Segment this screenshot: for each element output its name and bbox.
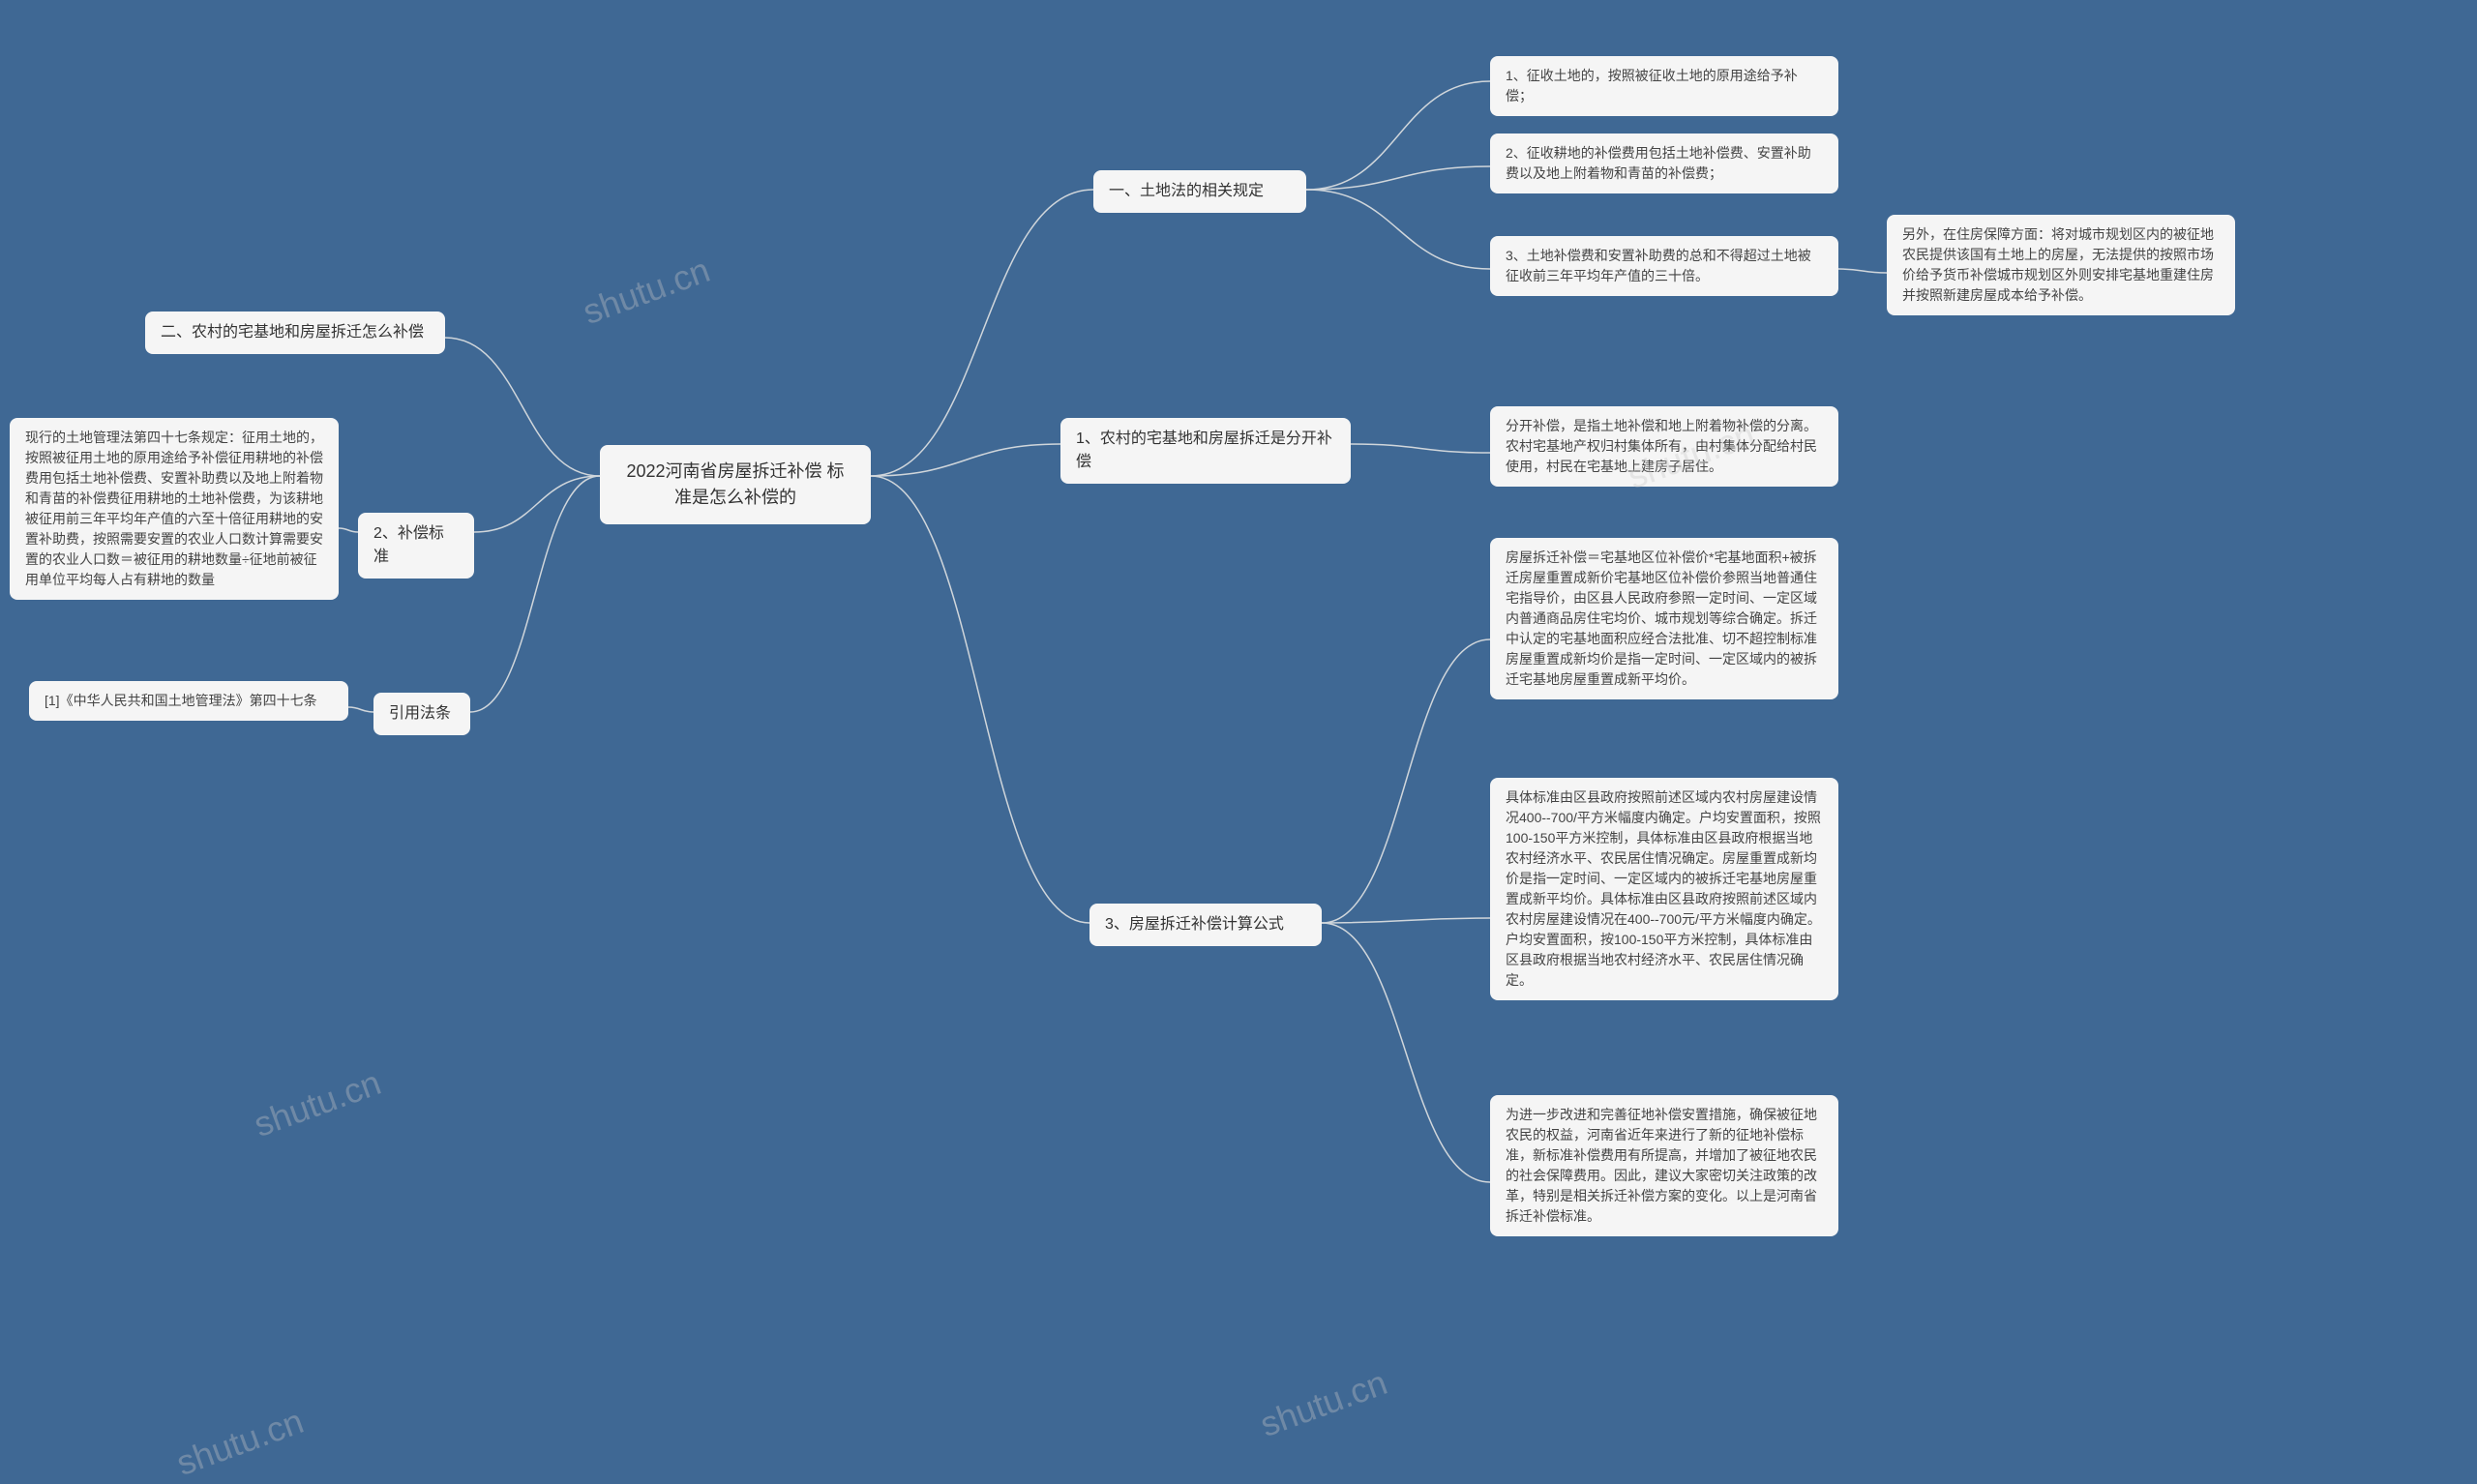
leaf-l2a-text: 现行的土地管理法第四十七条规定：征用土地的，按照被征用土地的原用途给予补偿征用耕… — [25, 430, 323, 587]
leaf-b1-3a: 另外，在住房保障方面：将对城市规划区内的被征地农民提供该国有土地上的房屋，无法提… — [1887, 215, 2235, 315]
branch-r1-text: 1、农村的宅基地和房屋拆迁是分开补偿 — [1076, 430, 1332, 470]
edge — [1306, 190, 1490, 269]
branch-l1-text: 二、农村的宅基地和房屋拆迁怎么补偿 — [161, 324, 424, 341]
leaf-b1-2-text: 2、征收耕地的补偿费用包括土地补偿费、安置补助费以及地上附着物和青苗的补偿费； — [1506, 145, 1811, 181]
leaf-l2a: 现行的土地管理法第四十七条规定：征用土地的，按照被征用土地的原用途给予补偿征用耕… — [10, 418, 339, 600]
branch-l1: 二、农村的宅基地和房屋拆迁怎么补偿 — [145, 312, 445, 354]
leaf-r3c: 为进一步改进和完善征地补偿安置措施，确保被征地农民的权益，河南省近年来进行了新的… — [1490, 1095, 1838, 1236]
leaf-r3c-text: 为进一步改进和完善征地补偿安置措施，确保被征地农民的权益，河南省近年来进行了新的… — [1506, 1107, 1817, 1224]
leaf-b1-1: 1、征收土地的，按照被征收土地的原用途给予补偿； — [1490, 56, 1838, 116]
edge — [871, 476, 1089, 923]
leaf-b1-3a-text: 另外，在住房保障方面：将对城市规划区内的被征地农民提供该国有土地上的房屋，无法提… — [1902, 226, 2214, 303]
edge — [470, 476, 600, 712]
leaf-r3a: 房屋拆迁补偿＝宅基地区位补偿价*宅基地面积+被拆迁房屋重置成新价宅基地区位补偿价… — [1490, 538, 1838, 699]
leaf-b1-1-text: 1、征收土地的，按照被征收土地的原用途给予补偿； — [1506, 68, 1798, 104]
branch-l3: 引用法条 — [373, 693, 470, 735]
leaf-r3b-text: 具体标准由区县政府按照前述区域内农村房屋建设情况400--700/平方米幅度内确… — [1506, 789, 1821, 988]
branch-l2-text: 2、补偿标准 — [373, 525, 444, 565]
watermark: shutu.cn — [171, 1401, 309, 1484]
leaf-r3a-text: 房屋拆迁补偿＝宅基地区位补偿价*宅基地面积+被拆迁房屋重置成新价宅基地区位补偿价… — [1506, 549, 1817, 687]
watermark: shutu.cn — [249, 1062, 386, 1145]
edge — [1306, 81, 1490, 190]
leaf-b1-3-text: 3、土地补偿费和安置补助费的总和不得超过土地被征收前三年平均年产值的三十倍。 — [1506, 248, 1811, 283]
watermark: shutu.cn — [578, 250, 715, 333]
leaf-b1-3: 3、土地补偿费和安置补助费的总和不得超过土地被征收前三年平均年产值的三十倍。 — [1490, 236, 1838, 296]
edge — [445, 338, 600, 476]
edge — [348, 707, 373, 712]
leaf-r3b: 具体标准由区县政府按照前述区域内农村房屋建设情况400--700/平方米幅度内确… — [1490, 778, 1838, 1000]
edge — [1351, 444, 1490, 453]
branch-l3-text: 引用法条 — [389, 705, 451, 722]
watermark: shutu.cn — [1255, 1362, 1392, 1445]
branch-r1: 1、农村的宅基地和房屋拆迁是分开补偿 — [1060, 418, 1351, 484]
edge — [339, 528, 358, 532]
branch-b1: 一、土地法的相关规定 — [1093, 170, 1306, 213]
leaf-l3a-text: [1]《中华人民共和国土地管理法》第四十七条 — [45, 693, 317, 708]
branch-b1-text: 一、土地法的相关规定 — [1109, 183, 1264, 199]
leaf-r1a: 分开补偿，是指土地补偿和地上附着物补偿的分离。农村宅基地产权归村集体所有，由村集… — [1490, 406, 1838, 487]
leaf-r1a-text: 分开补偿，是指土地补偿和地上附着物补偿的分离。农村宅基地产权归村集体所有，由村集… — [1506, 418, 1817, 474]
center-text: 2022河南省房屋拆迁补偿 标准是怎么补偿的 — [626, 461, 844, 507]
edge — [871, 444, 1060, 476]
leaf-l3a: [1]《中华人民共和国土地管理法》第四十七条 — [29, 681, 348, 721]
leaf-b1-2: 2、征收耕地的补偿费用包括土地补偿费、安置补助费以及地上附着物和青苗的补偿费； — [1490, 134, 1838, 193]
edge — [1322, 639, 1490, 923]
edge — [1322, 923, 1490, 1182]
edge — [1322, 918, 1490, 923]
edge — [1838, 269, 1887, 273]
branch-r3: 3、房屋拆迁补偿计算公式 — [1089, 904, 1322, 946]
edge — [474, 476, 600, 532]
branch-r3-text: 3、房屋拆迁补偿计算公式 — [1105, 916, 1284, 933]
center-node: 2022河南省房屋拆迁补偿 标准是怎么补偿的 — [600, 445, 871, 524]
edge — [1306, 166, 1490, 190]
branch-l2: 2、补偿标准 — [358, 513, 474, 579]
